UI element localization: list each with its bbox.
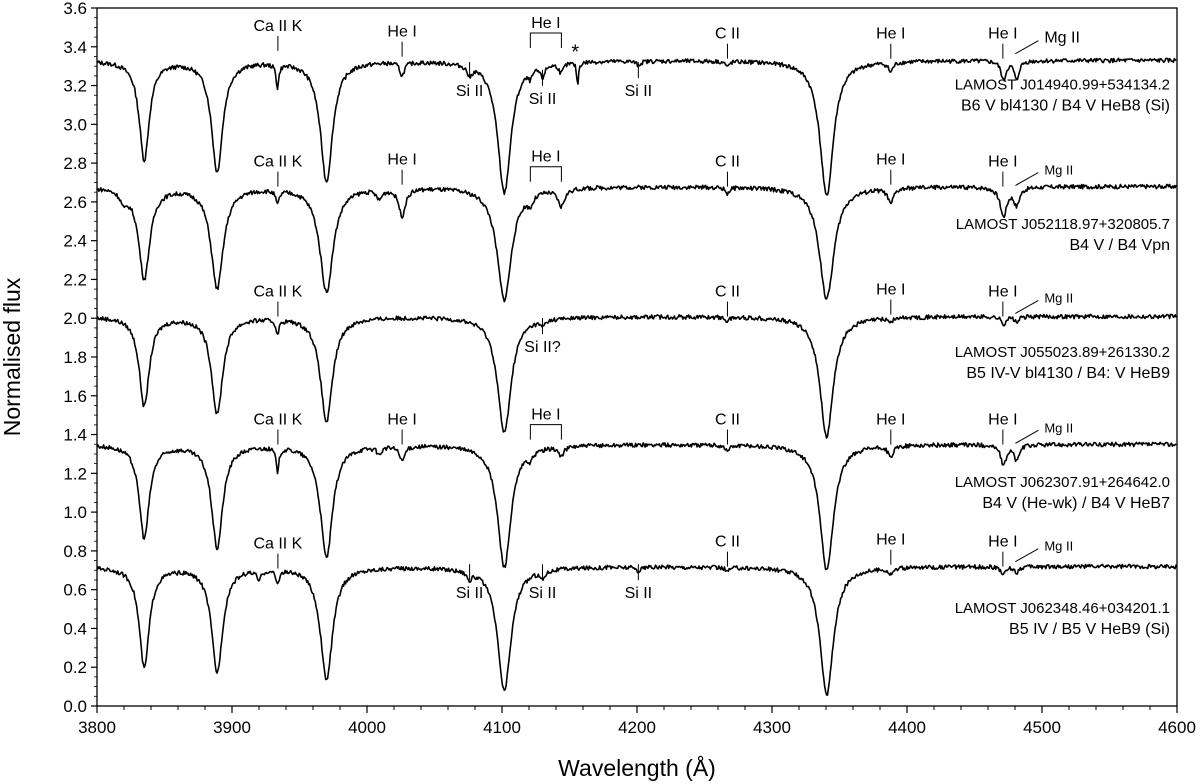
y-tick-label: 2.6 — [63, 193, 87, 212]
line-label: Si II — [625, 83, 653, 100]
star-name: LAMOST J062307.91+264642.0 — [955, 474, 1170, 491]
y-tick-label: 0.8 — [63, 542, 87, 561]
spectrum-line-3 — [96, 313, 1177, 439]
line-label: He I — [876, 532, 905, 549]
star-name: LAMOST J014940.99+534134.2 — [955, 76, 1170, 93]
y-tick-label: 2.4 — [63, 232, 87, 251]
line-label: C II — [715, 411, 740, 428]
line-label: He I — [988, 411, 1017, 428]
x-tick-label: 3800 — [78, 718, 116, 737]
line-label: Mg II — [1044, 30, 1080, 47]
spectrum-line-1 — [96, 57, 1177, 196]
line-label: He I — [876, 152, 905, 169]
line-label: C II — [715, 26, 740, 43]
line-label: Si II? — [524, 339, 561, 356]
line-label: He I — [531, 149, 560, 166]
line-label: He I — [531, 15, 560, 32]
line-marker — [1015, 300, 1039, 314]
line-label: He I — [988, 154, 1017, 171]
line-label: He I — [387, 152, 416, 169]
line-label: Si II — [529, 91, 557, 108]
x-tick-label: 4300 — [753, 718, 791, 737]
spectral-type: B4 V / B4 Vpn — [1069, 237, 1170, 254]
y-tick-label: 3.4 — [63, 38, 87, 57]
star-name: LAMOST J062348.46+034201.1 — [955, 600, 1170, 617]
line-label: He I — [387, 411, 416, 428]
y-tick-label: 3.6 — [63, 0, 87, 18]
y-tick-label: 0.4 — [63, 619, 87, 638]
y-tick-label: 0.2 — [63, 658, 87, 677]
line-marker — [1015, 429, 1039, 444]
y-tick-label: 2.8 — [63, 154, 87, 173]
line-marker — [1015, 548, 1039, 563]
x-tick-label: 4600 — [1158, 718, 1196, 737]
spectrum-line-4 — [96, 441, 1177, 571]
y-tick-label: 0.6 — [63, 581, 87, 600]
line-label: Si II — [529, 585, 557, 602]
line-label: Si II — [625, 585, 653, 602]
line-label: He I — [988, 284, 1017, 301]
y-axis-title: Normalised flux — [0, 277, 25, 436]
line-bracket — [529, 166, 562, 182]
line-marker — [1015, 172, 1039, 186]
spectral-type: B5 IV-V bl4130 / B4: V HeB9 — [966, 365, 1170, 382]
x-axis-title: Wavelength (Å) — [558, 754, 716, 781]
x-tick-label: 4000 — [348, 718, 386, 737]
plot-content: LAMOST J014940.99+534134.2 B6 V bl4130 / … — [96, 15, 1177, 696]
y-tick-label: 1.2 — [63, 464, 87, 483]
y-tick-label: 1.4 — [63, 426, 87, 445]
x-tick-label: 4500 — [1023, 718, 1061, 737]
y-tick-label: 0.0 — [63, 697, 87, 716]
spectrum-line-2 — [96, 183, 1177, 303]
line-label: Ca II K — [253, 284, 302, 301]
line-label: He I — [876, 26, 905, 43]
x-tick-label: 4200 — [618, 718, 656, 737]
line-label: Mg II — [1044, 290, 1073, 305]
y-tick-label: 1.8 — [63, 348, 87, 367]
star-name: LAMOST J055023.89+261330.2 — [955, 344, 1170, 361]
axes: 3800 3900 4000 4100 4200 4300 4400 4500 4600 0.0 0… — [63, 0, 1196, 737]
x-tick-label: 4100 — [483, 718, 521, 737]
line-bracket — [529, 424, 562, 440]
line-label: Ca II K — [253, 411, 302, 428]
spectral-type: B5 IV / B5 V HeB9 (Si) — [1009, 621, 1170, 638]
y-tick-label: 2.2 — [63, 270, 87, 289]
line-label: Ca II K — [253, 18, 302, 35]
line-label: C II — [715, 534, 740, 551]
line-marker — [1015, 40, 1039, 55]
x-tick-label: 4400 — [888, 718, 926, 737]
line-label: Si II — [456, 83, 484, 100]
line-label: He I — [876, 411, 905, 428]
line-label: He I — [988, 534, 1017, 551]
line-bracket — [529, 32, 562, 48]
line-label: He I — [531, 407, 560, 424]
y-tick-label: 1.0 — [63, 503, 87, 522]
line-label: C II — [715, 154, 740, 171]
y-tick-label: 2.0 — [63, 309, 87, 328]
line-label: Si II — [456, 585, 484, 602]
line-label: C II — [715, 284, 740, 301]
star-name: LAMOST J052118.97+320805.7 — [956, 216, 1170, 233]
x-tick-label: 3900 — [213, 718, 251, 737]
line-label: Ca II K — [253, 154, 302, 171]
line-label: Mg II — [1044, 539, 1073, 554]
y-tick-label: 1.6 — [63, 387, 87, 406]
line-label: * — [571, 41, 579, 63]
spectral-type: B6 V bl4130 / B4 V HeB8 (Si) — [961, 97, 1170, 114]
spectrum-line-5 — [96, 563, 1177, 696]
line-label: He I — [988, 26, 1017, 43]
y-tick-label: 3.0 — [63, 115, 87, 134]
line-label: He I — [387, 24, 416, 41]
y-tick-label: 3.2 — [63, 77, 87, 96]
line-label: Mg II — [1044, 163, 1073, 178]
line-label: He I — [876, 282, 905, 299]
spectral-type: B4 V (He-wk) / B4 V HeB7 — [982, 495, 1170, 512]
line-label: Ca II K — [253, 536, 302, 553]
line-label: Mg II — [1044, 420, 1073, 435]
